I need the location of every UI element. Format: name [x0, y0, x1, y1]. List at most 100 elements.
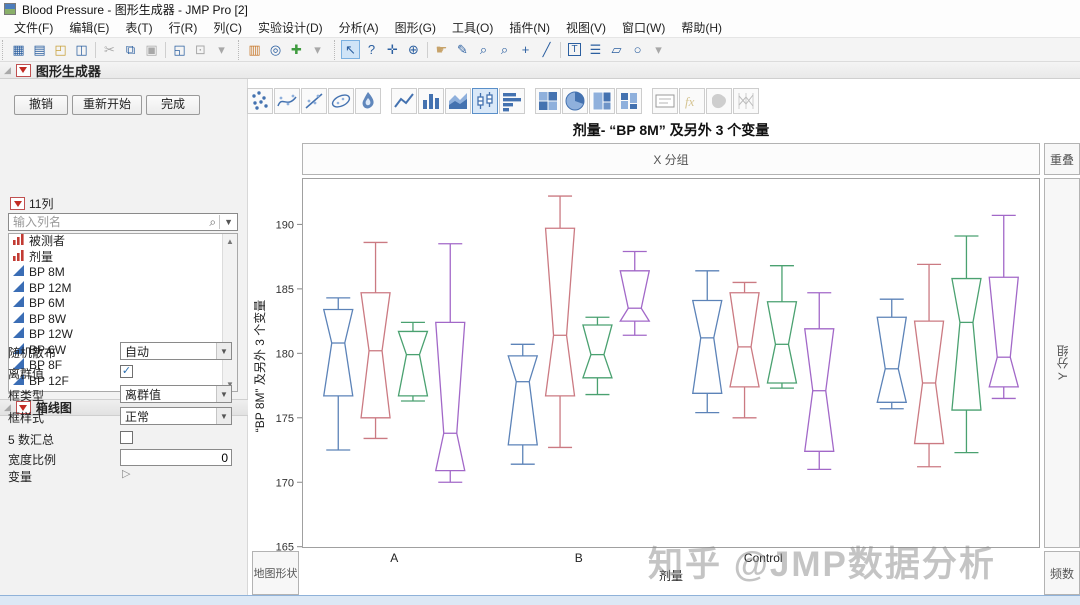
lines-tool-icon[interactable]: ☰ [589, 41, 602, 57]
scroll-down-icon[interactable]: ▼ [226, 379, 234, 389]
menu-item[interactable]: 插件(N) [509, 21, 550, 35]
caption-box-element-icon[interactable] [652, 88, 678, 114]
layout-icon[interactable]: ▥ [248, 41, 261, 57]
width-proportion-input[interactable] [120, 449, 232, 466]
collapse-icon[interactable]: ◢ [4, 402, 11, 412]
disclosure-icon[interactable]: ▷ [122, 468, 131, 480]
overflow-caret-icon[interactable]: ▾ [314, 41, 321, 57]
menu-item[interactable]: 编辑(E) [69, 21, 110, 35]
chevron-down-icon[interactable]: ▼ [216, 408, 231, 424]
lock-icon[interactable]: ⊡ [195, 41, 206, 57]
menu-item[interactable]: 实验设计(D) [258, 21, 323, 35]
menu-item[interactable]: 帮助(H) [681, 21, 722, 35]
column-item[interactable]: BP 8F [9, 358, 237, 374]
add-rows-icon[interactable]: ✚ [291, 41, 302, 57]
graph-builder-header[interactable]: ◢ 图形生成器 [0, 62, 1080, 79]
collapse-icon[interactable]: ◢ [4, 64, 11, 75]
map-shape-drop-zone[interactable]: 地图形状 [252, 551, 299, 595]
scroll-up-icon[interactable]: ▲ [226, 236, 234, 246]
checkbox[interactable]: ✓ [120, 365, 133, 378]
menu-item[interactable]: 工具(O) [452, 21, 494, 35]
column-item[interactable]: BP 12M [9, 280, 237, 297]
treemap-element-icon[interactable] [589, 88, 615, 114]
undo-button[interactable]: 撤销 [14, 95, 68, 115]
overlay-drop-zone[interactable]: 重叠 [1044, 143, 1080, 175]
bar-element-icon[interactable] [418, 88, 444, 114]
dropdown[interactable]: 自动 ▼ [120, 342, 232, 360]
area-element-icon[interactable] [445, 88, 471, 114]
column-item[interactable]: BP 8M [9, 265, 237, 281]
contour-element-icon[interactable] [355, 88, 381, 114]
heatmap-element-icon[interactable] [535, 88, 561, 114]
x-group-drop-zone[interactable]: X 分组 [302, 143, 1040, 175]
line-element-icon[interactable] [391, 88, 417, 114]
menu-item[interactable]: 表(T) [125, 21, 153, 35]
column-item[interactable]: BP 8W [9, 311, 237, 328]
column-search-input[interactable] [9, 215, 207, 229]
parallel-plot-element-icon[interactable] [733, 88, 759, 114]
search-icon[interactable]: ⌕ [209, 214, 217, 229]
menu-item[interactable]: 行(R) [168, 21, 198, 35]
checkbox[interactable] [120, 431, 133, 444]
red-triangle-menu-icon[interactable] [15, 63, 31, 77]
open-icon[interactable]: ◰ [54, 41, 67, 57]
columns-section-header[interactable]: 11列 [10, 195, 53, 212]
magnifier-tool-icon[interactable]: ⌕ [479, 41, 488, 57]
move-tool-icon[interactable]: ✛ [387, 41, 398, 57]
ellipse-element-icon[interactable] [328, 88, 354, 114]
search-options-caret-icon[interactable]: ▼ [224, 217, 233, 227]
menu-item[interactable]: 视图(V) [566, 21, 606, 35]
overflow-caret-icon[interactable]: ▾ [218, 41, 225, 57]
crosshair-tool-icon[interactable]: + [521, 42, 530, 57]
column-item[interactable]: BP 12W [9, 327, 237, 343]
arrow-tool-icon[interactable]: ↖ [341, 40, 360, 59]
plot-area[interactable] [302, 178, 1040, 548]
red-triangle-menu-icon[interactable] [15, 401, 31, 414]
save-icon[interactable]: ◫ [75, 41, 88, 57]
mosaic-element-icon[interactable] [616, 88, 642, 114]
hand-tool-icon[interactable]: ☛ [435, 41, 448, 57]
points-element-icon[interactable] [247, 88, 273, 114]
script-window-icon[interactable]: ◱ [173, 41, 186, 57]
menu-item[interactable]: 分析(A) [338, 21, 379, 35]
zoom-tool-icon[interactable]: ⌕ [500, 41, 509, 57]
brush-tool-icon[interactable]: ✎ [457, 41, 468, 57]
paste-icon[interactable]: ▣ [145, 41, 158, 57]
column-item[interactable]: BP 12F [9, 373, 237, 390]
done-button[interactable]: 完成 [146, 95, 200, 115]
chevron-down-icon[interactable]: ▼ [216, 343, 231, 359]
copy-icon[interactable]: ⧉ [125, 41, 136, 57]
help-tool-icon[interactable]: ? [367, 42, 376, 57]
menu-item[interactable]: 列(C) [213, 21, 242, 35]
map-shapes-element-icon[interactable] [706, 88, 732, 114]
menu-item[interactable]: 窗口(W) [622, 21, 666, 35]
smoother-element-icon[interactable] [274, 88, 300, 114]
box-plot-element-icon[interactable] [472, 88, 498, 114]
line-tool-icon[interactable]: ╱ [542, 41, 551, 57]
line-of-fit-element-icon[interactable] [301, 88, 327, 114]
selection-tool-icon[interactable]: ⊕ [408, 41, 419, 57]
annotate-tool-icon[interactable]: T [565, 40, 584, 59]
pie-element-icon[interactable] [562, 88, 588, 114]
menu-item[interactable]: 图形(G) [394, 21, 436, 35]
menu-item[interactable]: 文件(F) [14, 21, 54, 35]
column-item[interactable]: BP 6W [9, 342, 237, 359]
overflow-caret-icon[interactable]: ▾ [655, 41, 662, 57]
oval-tool-icon[interactable]: ○ [633, 42, 642, 57]
column-item[interactable]: 被测者 [9, 234, 237, 250]
polygon-tool-icon[interactable]: ▱ [611, 41, 622, 57]
red-triangle-menu-icon[interactable] [10, 197, 25, 210]
column-item[interactable]: BP 6M [9, 296, 237, 312]
restart-button[interactable]: 重新开始 [72, 95, 142, 115]
dropdown[interactable]: 正常 ▼ [120, 407, 232, 425]
chevron-down-icon[interactable]: ▼ [216, 386, 231, 402]
frequency-drop-zone[interactable]: 频数 [1044, 551, 1080, 595]
column-item[interactable]: 剂量 [9, 249, 237, 266]
new-journal-icon[interactable]: ▤ [33, 41, 46, 57]
y-group-drop-zone[interactable]: Y 分组 [1044, 178, 1080, 548]
new-data-table-icon[interactable]: ▦ [12, 41, 25, 57]
cut-icon[interactable]: ✂ [104, 41, 115, 57]
binoculars-icon[interactable]: ◎ [269, 41, 282, 57]
histogram-element-icon[interactable] [499, 88, 525, 114]
dropdown[interactable]: 离群值 ▼ [120, 385, 232, 403]
